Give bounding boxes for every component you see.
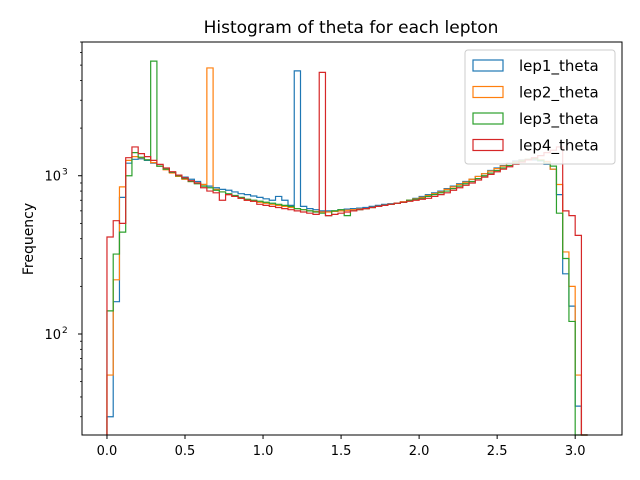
legend-swatch bbox=[472, 112, 504, 125]
y-tick-label: 10 bbox=[44, 170, 61, 185]
legend: lep1_theta lep2_theta lep3_theta lep4_theta bbox=[464, 49, 616, 165]
y-tick-exponent: 3 bbox=[62, 168, 68, 178]
legend-swatch bbox=[472, 138, 504, 152]
x-tick-label: 2.5 bbox=[487, 444, 508, 459]
series-line-lep4_theta bbox=[106, 71, 588, 436]
legend-box bbox=[464, 49, 616, 165]
x-tick-label: 3.0 bbox=[565, 444, 586, 459]
legend-label: lep3_theta bbox=[519, 110, 599, 129]
legend-swatch bbox=[472, 85, 504, 99]
y-tick-label: 10 bbox=[44, 328, 61, 343]
x-tick-label: 0.5 bbox=[175, 444, 196, 459]
x-tick-label: 2.0 bbox=[409, 444, 430, 459]
y-tick-exponent: 2 bbox=[62, 326, 68, 336]
x-tick-label: 1.5 bbox=[331, 444, 352, 459]
legend-swatch bbox=[472, 59, 504, 72]
legend-label: lep4_theta bbox=[519, 137, 599, 156]
x-axis: 0.0 0.5 1.0 1.5 2.0 2.5 3.0 bbox=[97, 435, 586, 459]
x-tick-label: 1.0 bbox=[253, 444, 274, 459]
legend-label: lep2_theta bbox=[519, 84, 599, 103]
legend-label: lep1_theta bbox=[519, 57, 599, 76]
y-axis-label: Frequency bbox=[21, 203, 37, 275]
x-tick-label: 0.0 bbox=[97, 444, 118, 459]
chart-title: Histogram of theta for each lepton bbox=[204, 18, 499, 38]
